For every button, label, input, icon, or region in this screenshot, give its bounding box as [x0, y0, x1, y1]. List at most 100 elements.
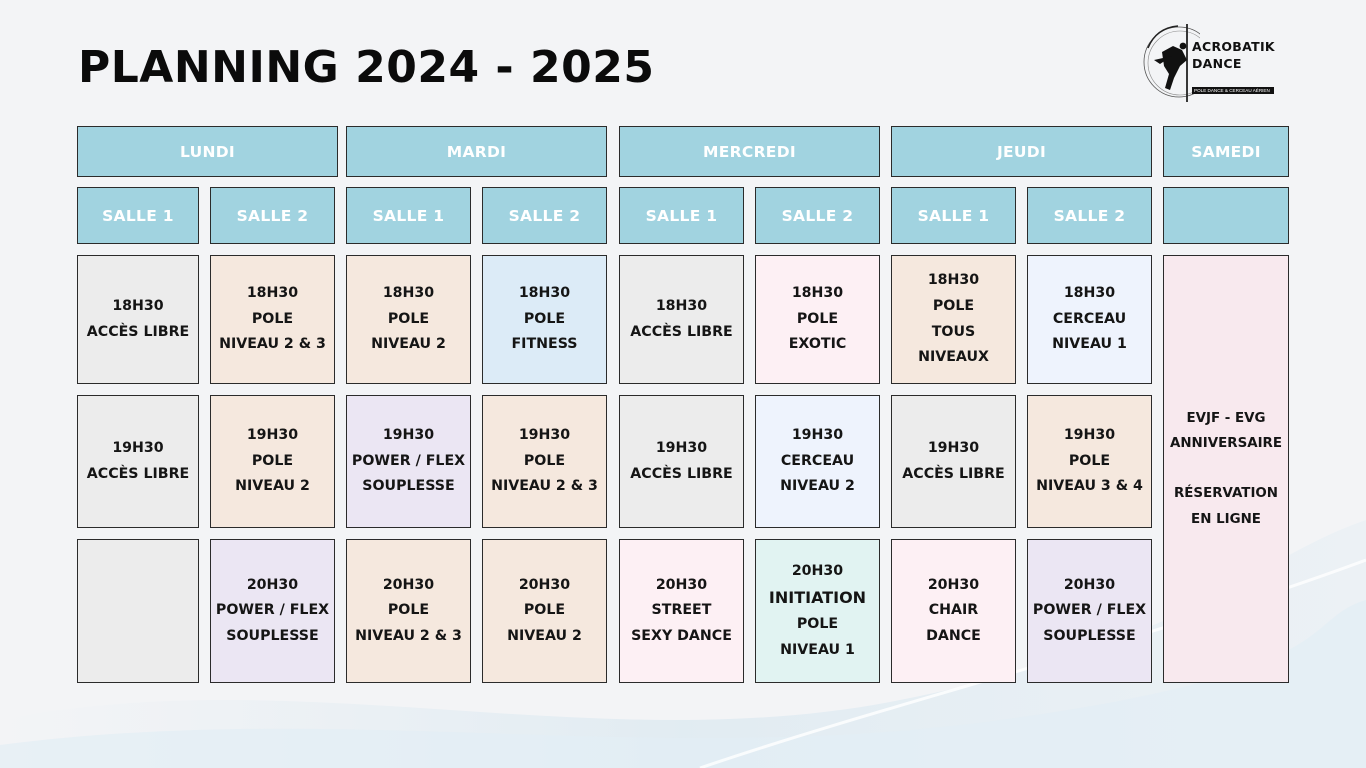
class-label: ACCÈS LIBRE	[630, 465, 733, 482]
samedi-line: EVJF - EVG	[1186, 410, 1266, 426]
room-header-mercredi-salle-1: SALLE 1	[619, 187, 744, 244]
day-header-jeudi: JEUDI	[891, 126, 1152, 177]
class-time: 18H30	[1063, 285, 1116, 302]
class-label: NIVEAU 2	[235, 478, 310, 495]
class-label: FITNESS	[511, 336, 578, 353]
day-header-samedi: SAMEDI	[1163, 126, 1289, 177]
class-label: NIVEAU 2 & 3	[355, 627, 462, 644]
class-time: 20H30	[382, 576, 435, 593]
class-label: NIVEAU 1	[1052, 336, 1127, 353]
class-label: TOUS	[931, 323, 976, 340]
day-header-lundi: LUNDI	[77, 126, 338, 177]
class-cell-mercredi-salle-1-row-3: 20H30 STREET SEXY DANCE	[619, 539, 744, 683]
class-label: SOUPLESSE	[362, 478, 455, 495]
class-label: NIVEAU 2	[780, 478, 855, 495]
class-time: 19H30	[518, 427, 571, 444]
brand-logo: ACROBATIK DANCE POLE DANCE & CERCEAU AÉR…	[1142, 20, 1292, 104]
class-cell-lundi-salle-2-row-1: 18H30 POLE NIVEAU 2 & 3	[210, 255, 335, 384]
class-label: NIVEAU 3 & 4	[1036, 478, 1143, 495]
samedi-line: ANNIVERSAIRE	[1169, 436, 1283, 452]
room-header-mercredi-salle-2: SALLE 2	[755, 187, 880, 244]
class-label: CERCEAU	[780, 452, 855, 469]
class-label: NIVEAU 2	[371, 336, 446, 353]
class-time: 20H30	[791, 562, 844, 579]
class-label: POLE	[932, 297, 975, 314]
class-time: 18H30	[927, 272, 980, 289]
class-cell-mercredi-salle-1-row-2: 19H30 ACCÈS LIBRE	[619, 395, 744, 528]
class-time: 19H30	[382, 427, 435, 444]
class-time: 19H30	[246, 427, 299, 444]
class-label: NIVEAU 1	[780, 641, 855, 658]
class-label: POLE	[387, 602, 430, 619]
class-cell-jeudi-salle-1-row-1: 18H30 POLE TOUS NIVEAUX	[891, 255, 1016, 384]
class-cell-jeudi-salle-1-row-3: 20H30 CHAIR DANCE	[891, 539, 1016, 683]
class-label: POWER / FLEX	[1032, 602, 1147, 619]
class-cell-lundi-salle-1-row-3	[77, 539, 199, 683]
class-label: POLE	[523, 452, 566, 469]
class-label: NIVEAU 2	[507, 627, 582, 644]
room-header-mardi-salle-1: SALLE 1	[346, 187, 471, 244]
class-label: ACCÈS LIBRE	[902, 465, 1005, 482]
class-time: 19H30	[1063, 427, 1116, 444]
brand-name-line2: DANCE	[1192, 56, 1242, 71]
room-header-mardi-salle-2: SALLE 2	[482, 187, 607, 244]
class-time: 18H30	[655, 297, 708, 314]
class-label: POLE	[387, 310, 430, 327]
class-time: 19H30	[112, 439, 164, 456]
room-header-lundi-salle-1: SALLE 1	[77, 187, 199, 244]
class-label: POLE	[251, 310, 294, 327]
room-header-samedi	[1163, 187, 1289, 244]
class-label: POLE	[1068, 452, 1111, 469]
class-cell-mercredi-salle-2-row-3: 20H30 INITIATION POLE NIVEAU 1	[755, 539, 880, 683]
class-time: 18H30	[112, 297, 164, 314]
class-cell-mardi-salle-1-row-3: 20H30 POLE NIVEAU 2 & 3	[346, 539, 471, 683]
class-label: POLE	[796, 616, 839, 633]
class-cell-jeudi-salle-1-row-2: 19H30 ACCÈS LIBRE	[891, 395, 1016, 528]
class-label: CHAIR	[928, 602, 979, 619]
class-time: 20H30	[1063, 576, 1116, 593]
class-label: ACCÈS LIBRE	[86, 465, 190, 482]
class-label: POLE	[251, 452, 294, 469]
class-label: POLE	[523, 602, 566, 619]
class-cell-mardi-salle-1-row-1: 18H30 POLE NIVEAU 2	[346, 255, 471, 384]
class-cell-jeudi-salle-2-row-2: 19H30 POLE NIVEAU 3 & 4	[1027, 395, 1152, 528]
class-cell-mardi-salle-2-row-3: 20H30 POLE NIVEAU 2	[482, 539, 607, 683]
class-label: STREET	[651, 602, 712, 619]
class-label: POLE	[523, 310, 566, 327]
day-header-mercredi: MERCREDI	[619, 126, 880, 177]
class-cell-mercredi-salle-1-row-1: 18H30 ACCÈS LIBRE	[619, 255, 744, 384]
class-label: SOUPLESSE	[1043, 627, 1136, 644]
class-time: 19H30	[927, 439, 980, 456]
class-cell-jeudi-salle-2-row-1: 18H30 CERCEAU NIVEAU 1	[1027, 255, 1152, 384]
day-header-mardi: MARDI	[346, 126, 607, 177]
class-cell-mercredi-salle-2-row-2: 19H30 CERCEAU NIVEAU 2	[755, 395, 880, 528]
samedi-line: EN LIGNE	[1191, 511, 1261, 527]
class-time: 20H30	[518, 576, 571, 593]
class-cell-lundi-salle-1-row-2: 19H30 ACCÈS LIBRE	[77, 395, 199, 528]
class-time: 19H30	[655, 439, 708, 456]
class-cell-mardi-salle-1-row-2: 19H30 POWER / FLEX SOUPLESSE	[346, 395, 471, 528]
page-title: PLANNING 2024 - 2025	[78, 42, 655, 93]
class-time: 18H30	[518, 285, 571, 302]
class-cell-lundi-salle-2-row-2: 19H30 POLE NIVEAU 2	[210, 395, 335, 528]
class-cell-mardi-salle-2-row-1: 18H30 POLE FITNESS	[482, 255, 607, 384]
class-time: 20H30	[927, 576, 980, 593]
class-time: 20H30	[246, 576, 299, 593]
class-time: 18H30	[246, 285, 299, 302]
class-time: 18H30	[382, 285, 435, 302]
brand-name-line1: ACROBATIK	[1192, 39, 1275, 54]
class-label: EXOTIC	[788, 336, 847, 353]
class-cell-lundi-salle-2-row-3: 20H30 POWER / FLEX SOUPLESSE	[210, 539, 335, 683]
class-label: NIVEAU 2 & 3	[219, 336, 326, 353]
class-label: CERCEAU	[1052, 310, 1127, 327]
class-label: ACCÈS LIBRE	[630, 323, 733, 340]
room-header-jeudi-salle-2: SALLE 2	[1027, 187, 1152, 244]
samedi-info-cell: EVJF - EVG ANNIVERSAIRE RÉSERVATION EN L…	[1163, 255, 1289, 683]
class-label: DANCE	[926, 627, 981, 644]
class-label: INITIATION	[768, 588, 867, 608]
room-header-jeudi-salle-1: SALLE 1	[891, 187, 1016, 244]
class-label: POWER / FLEX	[215, 602, 330, 619]
class-cell-mardi-salle-2-row-2: 19H30 POLE NIVEAU 2 & 3	[482, 395, 607, 528]
class-label: NIVEAUX	[918, 349, 989, 366]
samedi-line: RÉSERVATION	[1173, 486, 1279, 501]
